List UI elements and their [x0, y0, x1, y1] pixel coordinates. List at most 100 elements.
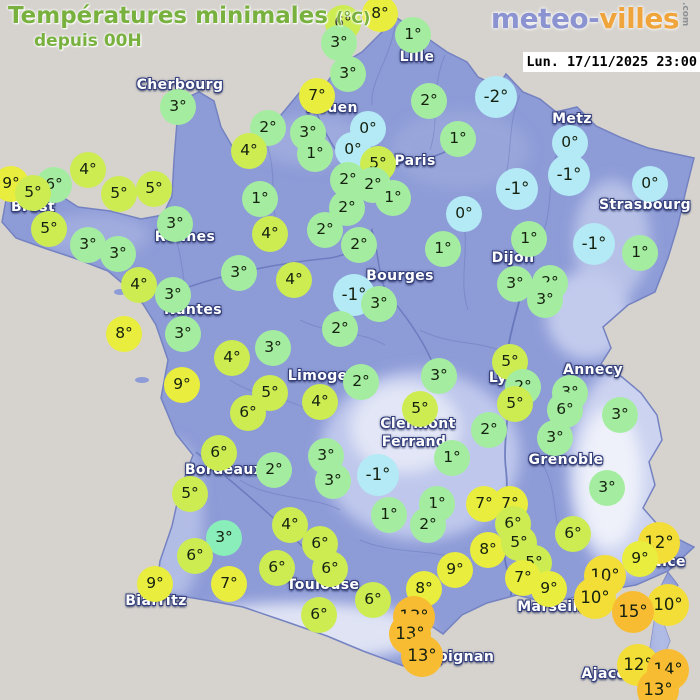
temp-bubble: 9° — [622, 541, 658, 577]
title-unit: (°C) — [335, 8, 371, 27]
temp-bubble: 10° — [574, 577, 616, 619]
temp-bubble: 3° — [155, 277, 191, 313]
temp-bubble: 1° — [419, 486, 455, 522]
temp-bubble: 3° — [315, 463, 351, 499]
city-label: Marseille — [517, 599, 593, 615]
temp-bubble: 3° — [421, 358, 457, 394]
city-label: Strasbourg — [599, 197, 691, 213]
temp-bubble: 3° — [100, 236, 136, 272]
temp-bubble: 0° — [446, 196, 482, 232]
temp-bubble: 1° — [434, 440, 470, 476]
temp-bubble: 6° — [177, 538, 213, 574]
temp-bubble: -1° — [357, 454, 399, 496]
temp-bubble: 6° — [201, 435, 237, 471]
title-text: Températures minimales — [8, 3, 328, 29]
temp-bubble: 1° — [242, 181, 278, 217]
temp-bubble: 7° — [211, 566, 247, 602]
temp-bubble: 4° — [214, 340, 250, 376]
temp-bubble: 5° — [15, 175, 51, 211]
temp-bubble: 3° — [321, 25, 357, 61]
temp-bubble: 5° — [402, 391, 438, 427]
temp-bubble: 2° — [410, 507, 446, 543]
temp-bubble: 13° — [637, 669, 679, 700]
temp-bubble: 3° — [255, 330, 291, 366]
temp-bubble: 4° — [276, 262, 312, 298]
meteo-villes-logo[interactable]: meteo-villes.com — [491, 2, 690, 35]
temp-bubble: 6° — [312, 551, 348, 587]
temp-bubble: 1° — [395, 17, 431, 53]
temp-bubble: 4° — [231, 133, 267, 169]
temp-bubble: 10° — [647, 584, 689, 626]
logo-com-suffix: .com — [680, 2, 690, 27]
temp-bubble: -1° — [548, 154, 590, 196]
temp-bubble: 6° — [259, 550, 295, 586]
temp-bubble: 13° — [401, 635, 443, 677]
temp-bubble: 6° — [301, 597, 337, 633]
temp-bubble: 3° — [589, 470, 625, 506]
temp-bubble: 1° — [622, 235, 658, 271]
city-label: Metz — [552, 111, 592, 127]
temp-bubble: 5° — [172, 476, 208, 512]
logo-villes: villes — [599, 2, 679, 35]
temp-bubble: 5° — [497, 386, 533, 422]
city-label: Cherbourg — [136, 77, 224, 93]
temp-bubble: 1° — [297, 136, 333, 172]
temp-bubble: -1° — [496, 168, 538, 210]
temp-bubble: 1° — [511, 221, 547, 257]
temp-bubble: -2° — [475, 76, 517, 118]
temp-bubble: 4° — [272, 507, 308, 543]
temp-bubble: 3° — [537, 420, 573, 456]
temp-bubble: 3° — [361, 286, 397, 322]
temp-bubble: 7° — [299, 78, 335, 114]
temp-bubble: 3° — [527, 282, 563, 318]
temp-bubble: 3° — [160, 89, 196, 125]
temp-bubble: 1° — [425, 231, 461, 267]
temp-bubble: 5° — [136, 171, 172, 207]
temp-bubble: 8° — [362, 0, 398, 32]
temp-bubble: 3° — [330, 56, 366, 92]
temp-bubble: 2° — [411, 83, 447, 119]
temp-bubble: 5° — [31, 211, 67, 247]
temp-bubble: 2° — [307, 212, 343, 248]
temp-bubble: 8° — [106, 316, 142, 352]
city-label: Limoges — [287, 368, 357, 384]
temp-bubble: 6° — [355, 582, 391, 618]
temp-bubble: 0° — [335, 132, 371, 168]
temp-bubble: 2° — [322, 311, 358, 347]
temp-bubble: 3° — [221, 255, 257, 291]
temp-bubble: 15° — [612, 591, 654, 633]
page-title: Températures minimales (°C) — [8, 3, 370, 29]
temp-bubble: 1° — [371, 497, 407, 533]
temp-bubble: 4° — [302, 384, 338, 420]
temp-bubble: 3° — [165, 316, 201, 352]
city-label: Lille — [399, 49, 435, 65]
logo-meteo: meteo- — [490, 2, 600, 35]
temp-bubble: 9° — [137, 566, 173, 602]
city-label: Ferrand — [381, 434, 447, 450]
temp-bubble: 4° — [252, 216, 288, 252]
temp-bubble: 0° — [632, 166, 668, 202]
temp-bubble: 5° — [101, 176, 137, 212]
city-label: Bourges — [366, 268, 434, 284]
temp-bubble: 9° — [531, 571, 567, 607]
temp-bubble: 1° — [375, 180, 411, 216]
subtitle: depuis 00H — [34, 31, 142, 51]
temp-bubble: 2° — [343, 364, 379, 400]
temp-bubble: 9° — [437, 552, 473, 588]
temp-bubble: 3° — [157, 206, 193, 242]
temp-bubble: 9° — [164, 367, 200, 403]
city-label: Annecy — [562, 362, 624, 378]
map-title-block: Températures minimales (°C) depuis 00H — [8, 3, 370, 51]
temp-bubble: 6° — [230, 395, 266, 431]
temp-bubble: 6° — [555, 516, 591, 552]
city-label: Grenoble — [528, 452, 604, 468]
city-label: Paris — [394, 153, 436, 169]
temp-bubble: 4° — [121, 267, 157, 303]
temp-bubble: 2° — [471, 412, 507, 448]
temp-bubble: 1° — [440, 121, 476, 157]
temp-bubble: -1° — [573, 223, 615, 265]
temp-bubble: 2° — [256, 452, 292, 488]
temp-bubble: 8° — [470, 532, 506, 568]
